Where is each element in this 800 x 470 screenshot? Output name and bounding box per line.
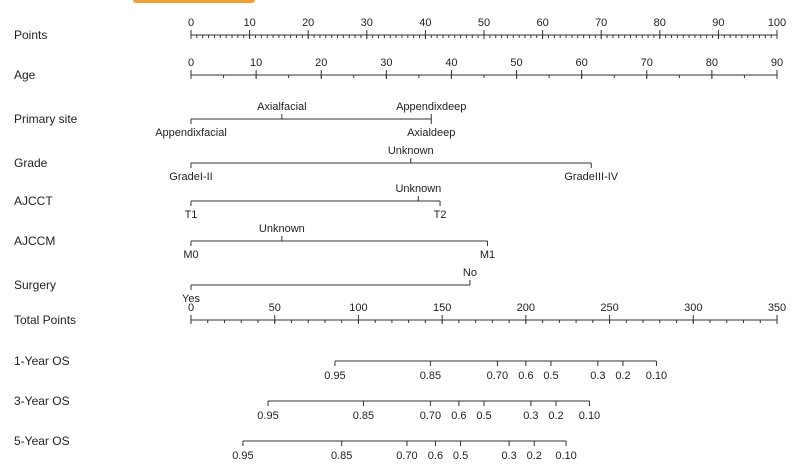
points-tick-label: 40	[419, 17, 431, 29]
row-label-surgery: Surgery	[14, 278, 56, 292]
total-points-tick-label: 150	[433, 302, 451, 314]
surgery-label-no: No	[463, 267, 477, 279]
5-year-os-tick-label: 0.95	[232, 450, 253, 462]
age-tick-label: 80	[706, 57, 718, 69]
1-year-os-tick-label: 0.70	[487, 370, 508, 382]
age-tick-label: 10	[250, 57, 262, 69]
points-tick-label: 60	[536, 17, 548, 29]
row-label-primary-site: Primary site	[14, 112, 78, 126]
3-year-os-tick-label: 0.70	[420, 410, 441, 422]
age-tick-label: 60	[576, 57, 588, 69]
row-label-ajccm: AJCCM	[14, 234, 55, 248]
age-tick-label: 90	[771, 57, 783, 69]
surgery-label-yes: Yes	[182, 293, 200, 305]
top-edge-marker	[133, 0, 255, 3]
1-year-os-tick-label: 0.95	[324, 370, 345, 382]
5-year-os-tick-label: 0.3	[501, 450, 516, 462]
points-tick-label: 80	[654, 17, 666, 29]
points-tick-label: 30	[361, 17, 373, 29]
5-year-os-tick-label: 0.6	[428, 450, 443, 462]
1-year-os-tick-label: 0.6	[518, 370, 533, 382]
age-tick-label: 20	[315, 57, 327, 69]
row-label-points: Points	[14, 28, 47, 42]
primary-site-label-axialdeep: Axialdeep	[407, 127, 455, 139]
5-year-os-tick-label: 0.70	[396, 450, 417, 462]
1-year-os-tick-label: 0.2	[615, 370, 630, 382]
row-label-3-year-os: 3-Year OS	[14, 394, 70, 408]
primary-site-label-appendixfacial: Appendixfacial	[155, 127, 227, 139]
row-label-1-year-os: 1-Year OS	[14, 354, 70, 368]
5-year-os-tick-label: 0.85	[331, 450, 352, 462]
total-points-tick-label: 0	[188, 302, 194, 314]
points-tick-label: 0	[188, 17, 194, 29]
primary-site-label-axialfacial: Axialfacial	[257, 101, 307, 113]
points-tick-label: 20	[302, 17, 314, 29]
grade-label-unknown: Unknown	[388, 145, 434, 157]
3-year-os-tick-label: 0.2	[548, 410, 563, 422]
5-year-os-tick-label: 0.5	[453, 450, 468, 462]
total-points-tick-label: 300	[684, 302, 702, 314]
grade-label-gradeiii-iv: GradeIII-IV	[564, 171, 618, 183]
age-tick-label: 40	[445, 57, 457, 69]
total-points-tick-label: 350	[768, 302, 786, 314]
points-tick-label: 100	[768, 17, 786, 29]
ajcct-label-t2: T2	[434, 209, 447, 221]
row-label-total-points: Total Points	[14, 313, 76, 327]
3-year-os-tick-label: 0.3	[523, 410, 538, 422]
points-tick-label: 10	[243, 17, 255, 29]
ajcct-label-unknown: Unknown	[395, 183, 441, 195]
primary-site-label-appendixdeep: Appendixdeep	[396, 101, 466, 113]
points-tick-label: 90	[712, 17, 724, 29]
points-tick-label: 70	[595, 17, 607, 29]
3-year-os-tick-label: 0.95	[257, 410, 278, 422]
3-year-os-tick-label: 0.5	[476, 410, 491, 422]
age-tick-label: 50	[510, 57, 522, 69]
total-points-tick-label: 50	[269, 302, 281, 314]
row-label-ajcct: AJCCT	[14, 194, 53, 208]
5-year-os-tick-label: 0.2	[527, 450, 542, 462]
row-label-age: Age	[14, 68, 36, 82]
ajccm-label-m1: M1	[480, 249, 495, 261]
age-tick-label: 70	[641, 57, 653, 69]
grade-label-gradei-ii: GradeI-II	[169, 171, 212, 183]
ajccm-label-m0: M0	[183, 249, 198, 261]
1-year-os-tick-label: 0.5	[543, 370, 558, 382]
3-year-os-tick-label: 0.6	[451, 410, 466, 422]
1-year-os-tick-label: 0.10	[646, 370, 667, 382]
5-year-os-tick-label: 0.10	[555, 450, 576, 462]
points-tick-label: 50	[478, 17, 490, 29]
1-year-os-tick-label: 0.85	[420, 370, 441, 382]
age-tick-label: 30	[380, 57, 392, 69]
ajccm-label-unknown: Unknown	[259, 223, 305, 235]
total-points-tick-label: 200	[517, 302, 535, 314]
total-points-tick-label: 250	[600, 302, 618, 314]
total-points-tick-label: 100	[349, 302, 367, 314]
1-year-os-tick-label: 0.3	[590, 370, 605, 382]
row-label-grade: Grade	[14, 156, 48, 170]
3-year-os-tick-label: 0.85	[353, 410, 374, 422]
row-label-5-year-os: 5-Year OS	[14, 434, 70, 448]
ajcct-label-t1: T1	[185, 209, 198, 221]
age-tick-label: 0	[188, 57, 194, 69]
3-year-os-tick-label: 0.10	[579, 410, 600, 422]
